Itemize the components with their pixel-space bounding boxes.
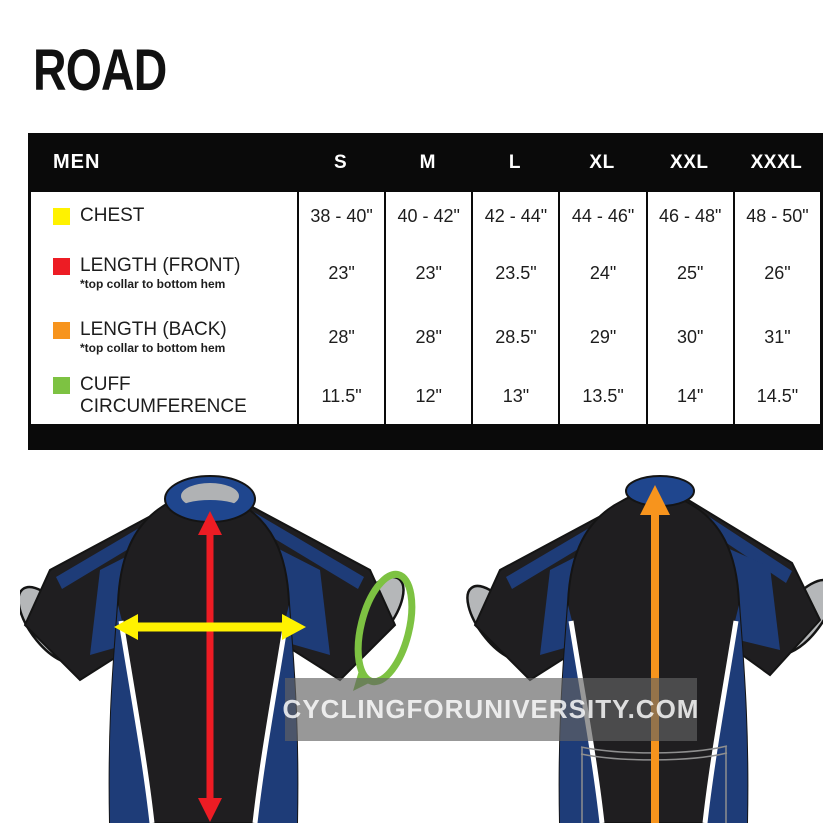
row-name: LENGTH (BACK) (80, 318, 227, 340)
measurement-value-cell: 12" (384, 368, 471, 424)
measurement-value-cell: 42 - 44" (471, 192, 558, 240)
measurement-value-cell: 13.5" (558, 368, 645, 424)
front-jersey-illustration (20, 475, 416, 823)
size-col-header-l: L (508, 151, 521, 173)
front-right-piping (252, 620, 289, 823)
measurement-value-cell: 31" (732, 306, 820, 368)
page-title: ROAD (33, 38, 167, 103)
measurement-value-cell: 40 - 42" (384, 192, 471, 240)
row-name: LENGTH (FRONT) (80, 254, 241, 276)
chest-width-arrow (114, 614, 306, 640)
row-name: CUFF CIRCUMFERENCE (80, 374, 247, 417)
chest-color-swatch (53, 208, 70, 225)
measurement-value-cell: 23" (297, 240, 384, 306)
row-note: *top collar to bottom hem (80, 340, 226, 355)
measurement-value-cell: 26" (732, 240, 820, 306)
measurement-value-cell: 23" (384, 240, 471, 306)
measurement-value-cell: 28.5" (471, 306, 558, 368)
back-right-side-panel (704, 605, 748, 823)
cuff-color-swatch (53, 377, 70, 394)
length-front-color-swatch (53, 257, 70, 275)
back-jersey-illustration (466, 475, 823, 823)
length-back-color-swatch (53, 321, 70, 339)
measurement-value-cell: 14" (645, 368, 733, 424)
measurement-value-cell: 38 - 40" (297, 192, 384, 240)
measurement-value-cell: 14.5" (732, 368, 820, 424)
watermark-bar: CYCLINGFORUNIVERSITY.COM (282, 678, 700, 741)
measurement-value-cell: 28" (384, 306, 471, 368)
watermark-text: CYCLINGFORUNIVERSITY.COM (282, 694, 700, 724)
measurement-value-cell: 46 - 48" (645, 192, 733, 240)
size-col-header-xl: XL (589, 151, 615, 173)
row-label-length-front: LENGTH (FRONT) *top collar to bottom hem (31, 240, 297, 306)
size-col-header-s: S (333, 151, 348, 173)
measurement-value-cell: 30" (645, 306, 733, 368)
size-col-header-xxxl: XXXL (750, 151, 803, 173)
row-label-cuff-circumference: CUFF CIRCUMFERENCE (31, 368, 297, 424)
measurement-value-cell: 24" (558, 240, 645, 306)
front-left-piping (118, 620, 155, 823)
size-table-header: MEN S M L XL XXL XXXL (28, 133, 823, 192)
size-table: MEN S M L XL XXL XXXL CHEST 38 - 40" 40 … (28, 133, 823, 450)
front-right-sleeve-stripe (232, 501, 364, 589)
measurement-value-cell: 44 - 46" (558, 192, 645, 240)
measurement-value-cell: 11.5" (297, 368, 384, 424)
front-left-side-panel (109, 605, 153, 823)
size-col-header-xxl: XXL (670, 151, 709, 173)
measurement-value-cell: 25" (645, 240, 733, 306)
measurement-value-cell: 13" (471, 368, 558, 424)
back-right-piping (702, 620, 739, 823)
measurement-value-cell: 29" (558, 306, 645, 368)
measurement-value-cell: 23.5" (471, 240, 558, 306)
size-table-body: CHEST 38 - 40" 40 - 42" 42 - 44" 44 - 46… (31, 192, 820, 424)
front-collar-lip (180, 500, 240, 516)
row-name: CHEST (80, 205, 145, 226)
row-label-chest: CHEST (31, 192, 297, 240)
table-gender-label: MEN (53, 151, 101, 173)
front-right-side-panel (254, 605, 298, 823)
measurement-value-cell: 48 - 50" (732, 192, 820, 240)
back-length-arrow (640, 485, 670, 823)
row-label-length-back: LENGTH (BACK) *top collar to bottom hem (31, 306, 297, 368)
measurement-value-cell: 28" (297, 306, 384, 368)
front-length-arrow (198, 511, 222, 822)
size-col-header-m: M (419, 151, 436, 173)
row-note: *top collar to bottom hem (80, 276, 226, 291)
